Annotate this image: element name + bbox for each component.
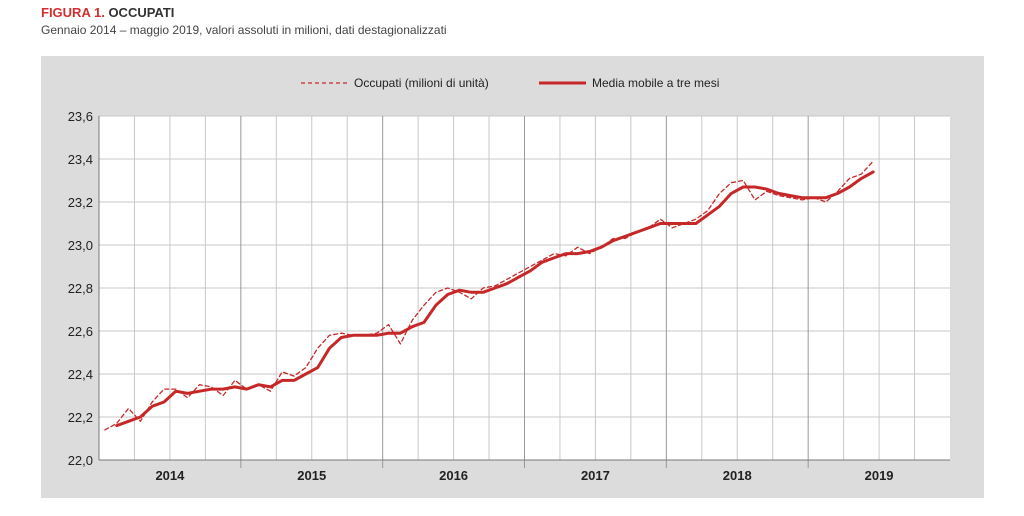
y-tick-label: 23,4 <box>68 152 93 167</box>
legend-label-media-mobile: Media mobile a tre mesi <box>592 76 719 90</box>
x-tick-label: 2018 <box>723 468 752 483</box>
y-tick-label: 22,4 <box>68 367 93 382</box>
line-chart: 22,0 22,2 22,4 22,6 22,8 23,0 23,2 23,4 23,6 2014… <box>68 76 950 483</box>
figure-title: FIGURA 1. OCCUPATI <box>41 5 174 20</box>
chart-panel: 22,0 22,2 22,4 22,6 22,8 23,0 23,2 23,4 23,6 2014… <box>41 56 984 498</box>
x-tick-label: 2019 <box>865 468 894 483</box>
y-tick-label: 23,0 <box>68 238 93 253</box>
y-tick-label: 23,6 <box>68 109 93 124</box>
y-tick-label: 22,2 <box>68 410 93 425</box>
figure-label: FIGURA 1. <box>41 5 105 20</box>
x-tick-label: 2017 <box>581 468 610 483</box>
y-tick-label: 22,6 <box>68 324 93 339</box>
legend-label-occupati: Occupati (milioni di unità) <box>354 76 489 90</box>
x-tick-label: 2015 <box>297 468 326 483</box>
x-tick-label: 2014 <box>155 468 185 483</box>
y-tick-label: 22,0 <box>68 453 93 468</box>
figure-subtitle: Gennaio 2014 – maggio 2019, valori assol… <box>41 23 447 37</box>
y-tick-label: 23,2 <box>68 195 93 210</box>
series-line-media-mobile <box>115 170 875 428</box>
y-tick-label: 22,8 <box>68 281 93 296</box>
x-tick-label: 2016 <box>439 468 468 483</box>
figure-title-text: OCCUPATI <box>108 5 175 20</box>
series-line-occupati <box>104 160 874 431</box>
